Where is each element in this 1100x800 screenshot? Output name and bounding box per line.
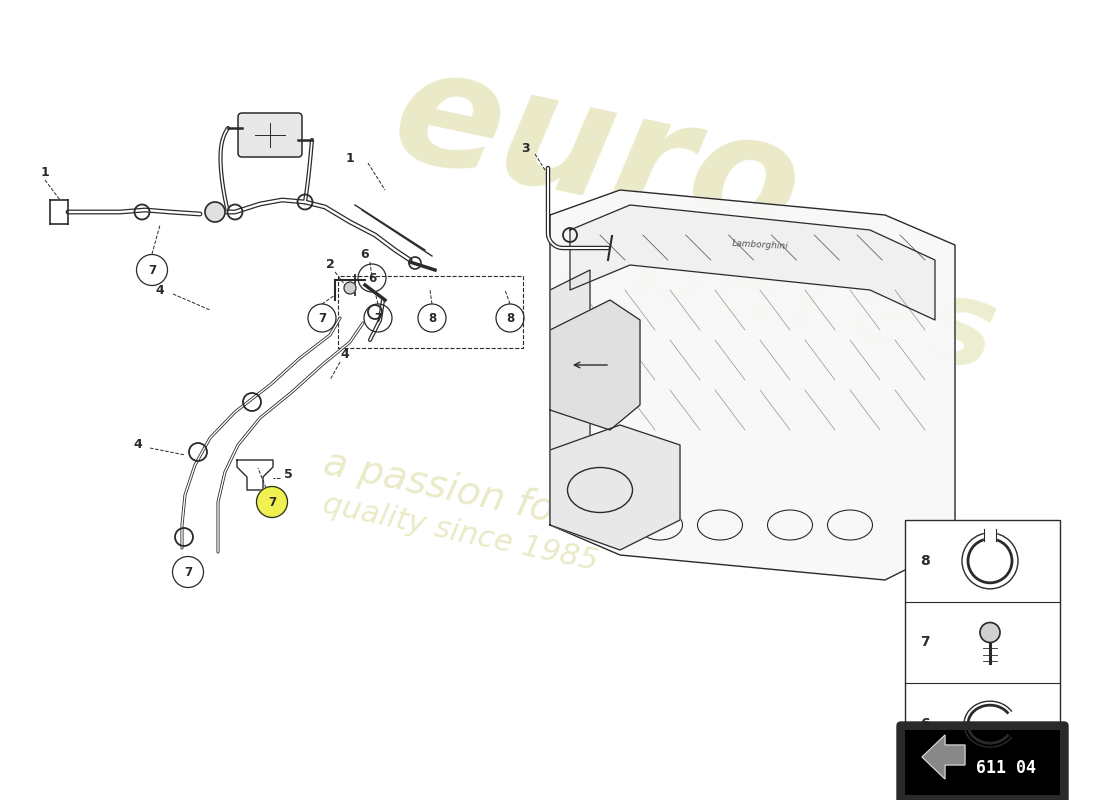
FancyBboxPatch shape bbox=[984, 529, 996, 541]
Text: 6: 6 bbox=[361, 249, 370, 262]
Polygon shape bbox=[550, 300, 640, 430]
Polygon shape bbox=[550, 270, 590, 525]
Text: 7: 7 bbox=[374, 311, 382, 325]
Text: 7: 7 bbox=[268, 495, 276, 509]
FancyBboxPatch shape bbox=[905, 520, 1060, 765]
Text: 6: 6 bbox=[921, 717, 929, 731]
Text: 1: 1 bbox=[41, 166, 50, 178]
Text: 3: 3 bbox=[520, 142, 529, 154]
Circle shape bbox=[205, 202, 225, 222]
Text: 7: 7 bbox=[147, 263, 156, 277]
Circle shape bbox=[980, 622, 1000, 642]
Text: 6: 6 bbox=[367, 271, 376, 285]
Polygon shape bbox=[550, 190, 955, 580]
Text: 7: 7 bbox=[318, 311, 326, 325]
Text: quality since 1985: quality since 1985 bbox=[320, 490, 601, 576]
Text: euro: euro bbox=[379, 36, 814, 273]
Text: 2: 2 bbox=[326, 258, 334, 271]
Text: a passion for: a passion for bbox=[320, 444, 573, 533]
Text: 4: 4 bbox=[133, 438, 142, 451]
Circle shape bbox=[344, 282, 356, 294]
Polygon shape bbox=[550, 425, 680, 550]
Text: 4: 4 bbox=[341, 349, 350, 362]
Text: spares: spares bbox=[550, 190, 1008, 395]
Text: 611 04: 611 04 bbox=[976, 758, 1036, 777]
Text: 8: 8 bbox=[428, 311, 436, 325]
FancyBboxPatch shape bbox=[896, 722, 1068, 800]
Text: 1: 1 bbox=[345, 151, 354, 165]
FancyBboxPatch shape bbox=[238, 113, 302, 157]
Text: 4: 4 bbox=[155, 283, 164, 297]
Polygon shape bbox=[570, 205, 935, 320]
Text: 5: 5 bbox=[284, 469, 293, 482]
Polygon shape bbox=[922, 735, 965, 779]
FancyBboxPatch shape bbox=[905, 730, 1060, 795]
Text: 8: 8 bbox=[506, 311, 514, 325]
Circle shape bbox=[256, 486, 287, 518]
Text: Lamborghini: Lamborghini bbox=[732, 239, 789, 251]
Text: 7: 7 bbox=[921, 635, 929, 650]
Text: 8: 8 bbox=[920, 554, 929, 568]
Text: 7: 7 bbox=[184, 566, 192, 578]
